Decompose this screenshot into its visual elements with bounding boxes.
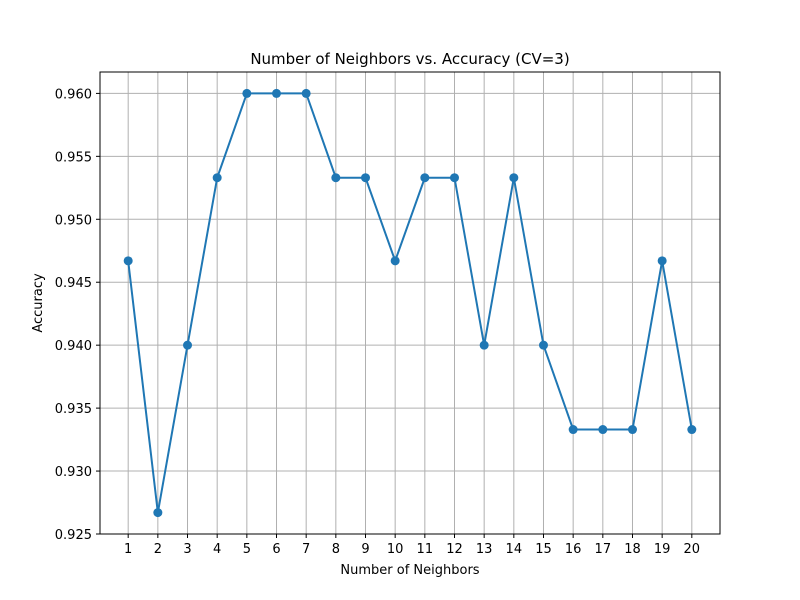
data-point <box>331 173 341 183</box>
data-point <box>449 173 459 183</box>
y-tick-label: 0.955 <box>55 150 92 165</box>
data-point <box>153 508 163 518</box>
data-point <box>301 88 311 98</box>
x-tick-label: 16 <box>565 542 582 557</box>
chart-title: Number of Neighbors vs. Accuracy (CV=3) <box>250 50 569 68</box>
y-tick-label: 0.935 <box>55 402 92 417</box>
data-point <box>272 88 282 98</box>
data-point <box>479 340 489 350</box>
data-point <box>420 173 430 183</box>
data-point <box>183 340 193 350</box>
data-point <box>361 173 371 183</box>
x-tick-label: 2 <box>154 542 162 557</box>
y-tick-label: 0.960 <box>55 87 92 102</box>
data-point <box>687 425 697 435</box>
data-point <box>509 173 519 183</box>
x-tick-label: 6 <box>272 542 280 557</box>
series-line <box>127 92 693 514</box>
data-point <box>657 256 667 266</box>
x-tick-label: 18 <box>624 542 641 557</box>
data-point <box>598 425 608 435</box>
data-point <box>568 425 578 435</box>
x-tick-label: 7 <box>302 542 310 557</box>
axis-ticks: 1 2 3 4 5 6 7 8 9 10 11 12 13 14 15 16 17 18 19 200.9250.93… <box>55 87 700 557</box>
plot-area-frame <box>99 71 721 535</box>
y-tick-label: 0.930 <box>55 465 92 480</box>
y-tick-label: 0.940 <box>55 339 92 354</box>
data-point <box>390 256 400 266</box>
data-point <box>123 256 133 266</box>
x-tick-label: 3 <box>183 542 191 557</box>
x-tick-label: 14 <box>506 542 523 557</box>
x-tick-label: 15 <box>535 542 552 557</box>
x-tick-label: 5 <box>243 542 251 557</box>
data-point <box>538 340 548 350</box>
series-layer <box>123 88 697 518</box>
x-tick-label: 9 <box>361 542 369 557</box>
data-point <box>242 88 252 98</box>
x-tick-label: 19 <box>654 542 671 557</box>
x-tick-label: 11 <box>417 542 434 557</box>
x-tick-label: 8 <box>332 542 340 557</box>
grid <box>100 72 720 535</box>
data-point <box>627 425 637 435</box>
y-tick-label: 0.945 <box>55 276 92 291</box>
x-tick-label: 13 <box>476 542 493 557</box>
y-axis-title: Accuracy <box>31 273 46 333</box>
x-tick-label: 12 <box>446 542 463 557</box>
x-tick-label: 1 <box>124 542 132 557</box>
x-tick-label: 17 <box>595 542 612 557</box>
x-tick-label: 10 <box>387 542 404 557</box>
x-tick-label: 4 <box>213 542 221 557</box>
x-axis-title: Number of Neighbors <box>340 563 479 578</box>
y-tick-label: 0.950 <box>55 213 92 228</box>
y-tick-label: 0.925 <box>55 528 92 543</box>
data-point <box>212 173 222 183</box>
x-tick-label: 20 <box>684 542 701 557</box>
